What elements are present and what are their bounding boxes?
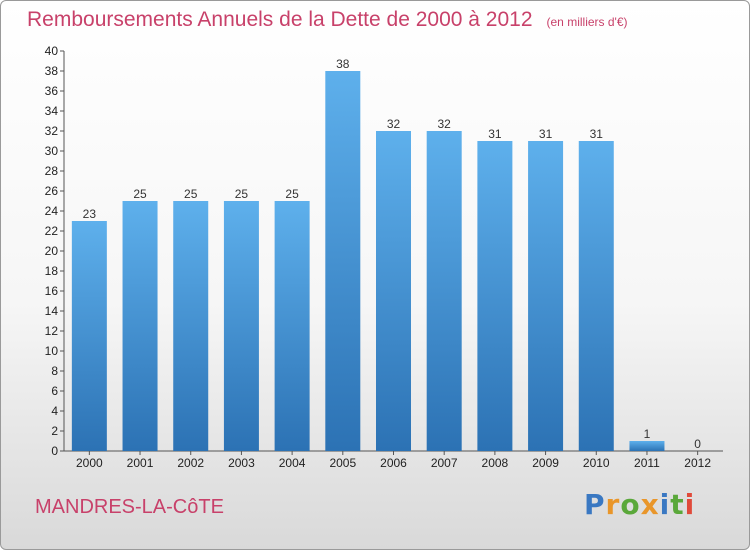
x-tick-label: 2003	[228, 456, 255, 470]
y-tick-label: 38	[45, 64, 59, 78]
logo-letter: x	[640, 488, 660, 521]
y-tick-label: 0	[51, 444, 58, 458]
x-tick-label: 2007	[431, 456, 458, 470]
y-tick-label: 8	[51, 364, 58, 378]
bar	[71, 221, 107, 451]
bar	[325, 71, 361, 451]
bar	[426, 131, 462, 451]
x-tick-label: 2010	[583, 456, 610, 470]
bar	[477, 141, 513, 451]
logo-letter: i	[659, 488, 671, 521]
bar-value-label: 31	[539, 127, 553, 141]
proxiti-logo: Proxiti	[584, 488, 695, 521]
chart-title: Remboursements Annuels de la Dette de 20…	[27, 8, 628, 32]
bar-value-label: 25	[184, 187, 198, 201]
bar	[223, 201, 259, 451]
bar	[274, 201, 310, 451]
x-tick-label: 2008	[482, 456, 509, 470]
y-tick-label: 30	[45, 144, 59, 158]
y-tick-label: 20	[45, 244, 59, 258]
logo-letter: r	[605, 488, 621, 521]
bar-value-label: 32	[438, 117, 452, 131]
bar	[122, 201, 158, 451]
bar-value-label: 23	[83, 207, 97, 221]
y-tick-label: 36	[45, 84, 59, 98]
x-tick-label: 2006	[380, 456, 407, 470]
x-tick-label: 2002	[177, 456, 204, 470]
y-tick-label: 6	[51, 384, 58, 398]
chart-labels: 23 25 25 25 25 38 32 32 31 31 31 1 0	[83, 57, 702, 451]
bar-value-label: 1	[644, 427, 651, 441]
bar-value-label: 25	[285, 187, 299, 201]
y-tick-label: 18	[45, 264, 59, 278]
bar-value-label: 32	[387, 117, 401, 131]
bar	[528, 141, 564, 451]
x-tick-label: 2011	[634, 456, 660, 470]
x-tick-label: 2009	[532, 456, 559, 470]
y-tick-label: 12	[45, 324, 59, 338]
y-tick-label: 2	[51, 424, 58, 438]
chart-bars	[71, 71, 665, 451]
bar	[376, 131, 411, 451]
y-tick-label: 16	[45, 284, 59, 298]
y-tick-label: 28	[45, 164, 59, 178]
y-tick-label: 10	[45, 344, 59, 358]
bar-value-label: 31	[488, 127, 502, 141]
bar	[629, 441, 665, 451]
y-tick-label: 40	[45, 44, 59, 58]
x-tick-label: 2001	[127, 456, 154, 470]
logo-letter: i	[684, 488, 696, 521]
bar-value-label: 25	[133, 187, 147, 201]
y-tick-label: 34	[45, 104, 59, 118]
bar-value-label: 31	[590, 127, 604, 141]
x-tick-label: 2005	[329, 456, 356, 470]
bar-value-label: 0	[694, 437, 701, 451]
commune-name: MANDRES-LA-CôTE	[35, 496, 224, 518]
bar-value-label: 38	[336, 57, 350, 71]
y-tick-label: 14	[45, 304, 59, 318]
y-tick-label: 22	[45, 224, 59, 238]
y-tick-label: 4	[51, 404, 58, 418]
bar	[578, 141, 614, 451]
bar	[173, 201, 209, 451]
x-tick-label: 2000	[76, 456, 103, 470]
logo-letter: o	[620, 488, 641, 521]
logo-letter: P	[584, 488, 606, 521]
chart-unit: (en milliers d'€)	[546, 15, 628, 29]
chart-title-text: Remboursements Annuels de la Dette de 20…	[27, 8, 533, 31]
x-tick-label: 2004	[279, 456, 306, 470]
y-tick-label: 32	[45, 124, 59, 138]
bar-value-label: 25	[235, 187, 249, 201]
x-tick-label: 2012	[684, 456, 711, 470]
y-tick-label: 26	[45, 184, 59, 198]
logo-letter: t	[670, 488, 685, 521]
y-tick-label: 24	[45, 204, 59, 218]
